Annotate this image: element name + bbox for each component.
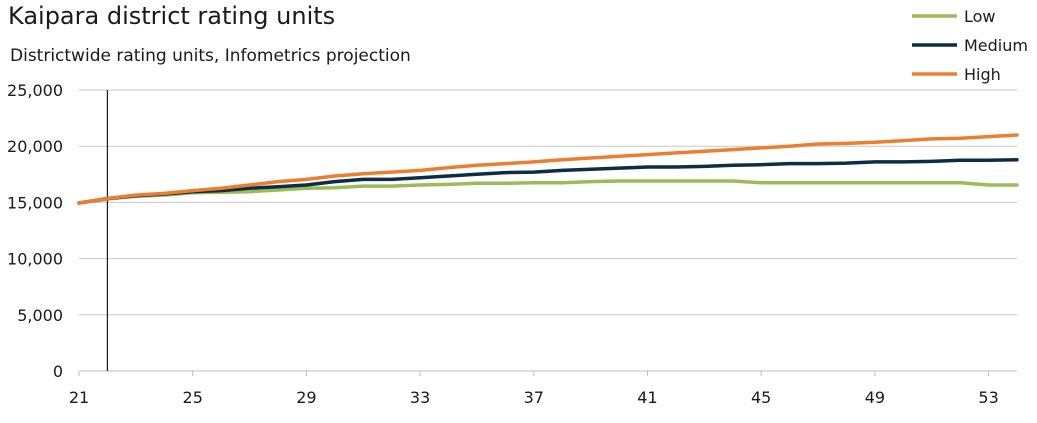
y-tick-label: 0 bbox=[53, 362, 63, 381]
legend-label-high: High bbox=[964, 65, 1001, 84]
axes bbox=[78, 90, 1017, 376]
y-tick-label: 15,000 bbox=[7, 193, 63, 212]
legend-label-low: Low bbox=[964, 7, 996, 26]
tick-labels: 0 5,000 10,000 15,000 20,000 25,000 21 25 29 33 37… bbox=[7, 81, 999, 407]
chart-subtitle: Districtwide rating units, Infometrics p… bbox=[10, 46, 411, 66]
x-tick-label: 25 bbox=[183, 388, 203, 407]
x-tick-label: 21 bbox=[69, 388, 89, 407]
chart-title: Kaipara district rating units bbox=[8, 2, 336, 30]
series-line-medium bbox=[77, 157, 1019, 205]
x-tick-label: 49 bbox=[865, 388, 885, 407]
gridlines bbox=[79, 89, 1017, 316]
y-tick-label: 5,000 bbox=[17, 306, 63, 325]
x-tick-label: 37 bbox=[524, 388, 544, 407]
y-tick-label: 10,000 bbox=[7, 250, 63, 269]
legend-label-medium: Medium bbox=[964, 36, 1028, 55]
y-tick-label: 25,000 bbox=[7, 81, 63, 100]
series-line-low bbox=[77, 179, 1019, 205]
x-tick-label: 29 bbox=[296, 388, 316, 407]
x-tick-label: 33 bbox=[410, 388, 430, 407]
y-tick-label: 20,000 bbox=[7, 137, 63, 156]
x-tick-label: 53 bbox=[978, 388, 998, 407]
x-tick-label: 41 bbox=[637, 388, 657, 407]
x-tick-label: 45 bbox=[751, 388, 771, 407]
series-lines bbox=[77, 133, 1019, 205]
series-line-high bbox=[77, 133, 1019, 205]
legend: Low Medium High bbox=[912, 7, 1028, 84]
